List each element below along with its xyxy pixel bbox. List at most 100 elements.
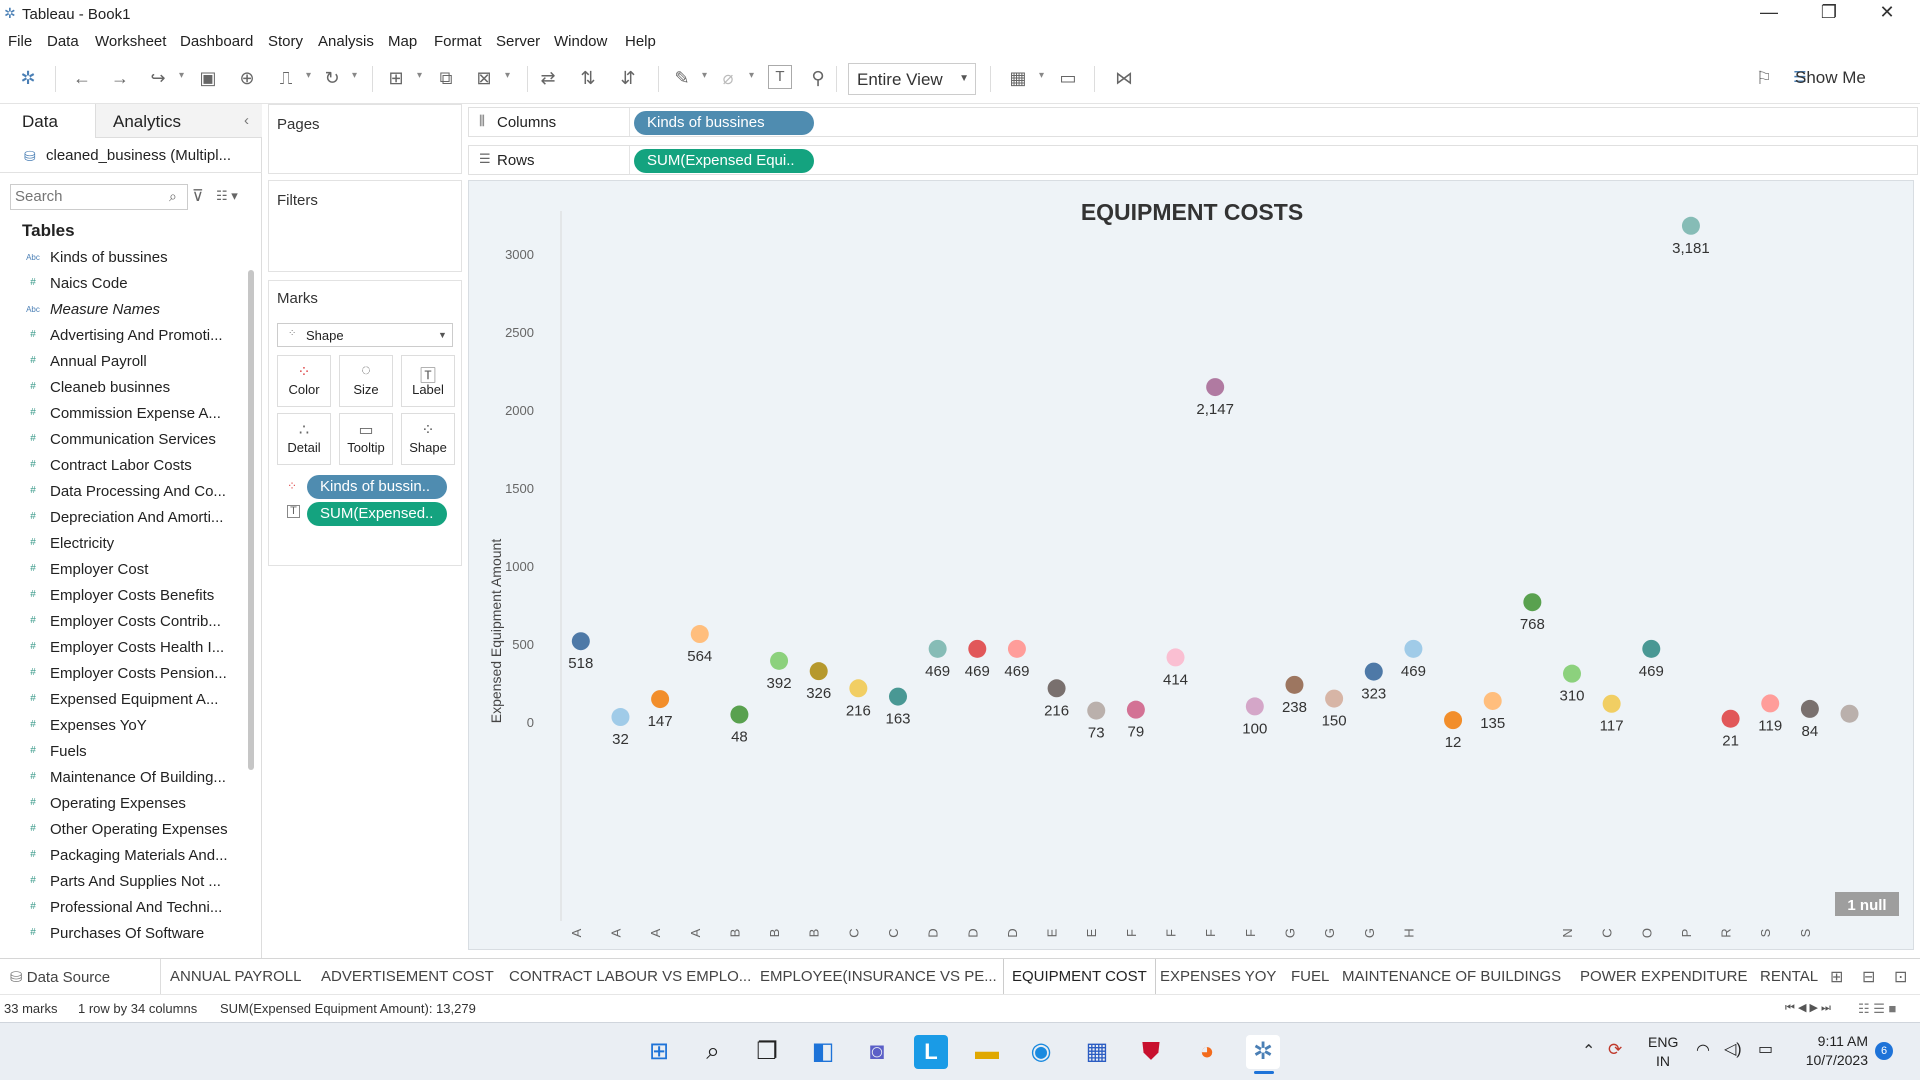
- pause-updates-icon[interactable]: ⎍: [279, 68, 293, 88]
- search-input[interactable]: [15, 188, 155, 205]
- data-point[interactable]: [770, 651, 789, 670]
- mcafee-icon[interactable]: ⛊: [1142, 1038, 1160, 1065]
- task-view-icon[interactable]: ❐: [756, 1038, 778, 1065]
- file-explorer-icon[interactable]: ▬: [975, 1038, 999, 1065]
- cards-icon[interactable]: ▦: [1009, 68, 1027, 88]
- teams-chat-icon[interactable]: ◙: [869, 1038, 885, 1065]
- field-item[interactable]: # Employer Costs Contrib...: [0, 610, 240, 636]
- data-point[interactable]: [1245, 697, 1264, 716]
- tab-fuel[interactable]: FUEL: [1291, 968, 1330, 985]
- data-point[interactable]: [1840, 704, 1859, 723]
- data-point[interactable]: [1364, 662, 1383, 681]
- tab-data-source[interactable]: ⛁ Data Source: [10, 969, 111, 986]
- wifi-icon[interactable]: ◠: [1696, 1042, 1710, 1059]
- field-item[interactable]: # Parts And Supplies Not ...: [0, 870, 240, 896]
- menu-story[interactable]: Story: [268, 33, 304, 50]
- field-item[interactable]: Abc Kinds of bussines: [0, 246, 240, 272]
- data-point[interactable]: [1444, 711, 1463, 730]
- pin-axes-icon[interactable]: ⚲: [811, 68, 825, 88]
- field-item[interactable]: # Expenses YoY: [0, 714, 240, 740]
- data-point[interactable]: [1325, 689, 1344, 708]
- data-point[interactable]: [1126, 700, 1145, 719]
- new-datasource-icon[interactable]: ⊕: [239, 68, 255, 88]
- data-point[interactable]: [571, 632, 590, 651]
- view-fit-dropdown[interactable]: Entire View ▼: [848, 63, 976, 95]
- chevron-up-icon[interactable]: ⌃: [1582, 1043, 1596, 1060]
- data-point[interactable]: [1483, 691, 1502, 710]
- field-item[interactable]: # Annual Payroll: [0, 350, 240, 376]
- firefox-icon[interactable]: ◕: [1199, 1038, 1215, 1065]
- format-painter-icon[interactable]: ⚐: [1755, 68, 1773, 88]
- tableau-taskbar-icon[interactable]: ✲: [1246, 1035, 1280, 1069]
- redo-icon[interactable]: →: [111, 68, 129, 88]
- duplicate-icon[interactable]: ⧉: [439, 68, 453, 88]
- field-item[interactable]: # Employer Cost: [0, 558, 240, 584]
- store-icon[interactable]: ▦: [1085, 1038, 1109, 1065]
- save-icon[interactable]: ▣: [199, 68, 217, 88]
- menu-server[interactable]: Server: [496, 33, 541, 50]
- edge-icon[interactable]: ◉: [1030, 1038, 1052, 1065]
- collapse-pane-icon[interactable]: ‹: [244, 112, 249, 129]
- data-point[interactable]: [809, 662, 828, 681]
- sync-icon[interactable]: ⟳: [1608, 1040, 1623, 1059]
- battery-icon[interactable]: ▭: [1758, 1041, 1774, 1058]
- rows-shelf[interactable]: ☰ Rows SUM(Expensed Equi..: [468, 145, 1918, 175]
- data-point[interactable]: [611, 708, 630, 727]
- tab-annual-payroll[interactable]: ANNUAL PAYROLL: [170, 968, 302, 985]
- new-worksheet-icon[interactable]: ⊞: [1830, 969, 1844, 986]
- start-icon[interactable]: ⊞: [648, 1038, 670, 1065]
- menu-format[interactable]: Format: [434, 33, 482, 50]
- null-indicator[interactable]: 1 null: [1835, 892, 1899, 916]
- menu-file[interactable]: File: [8, 33, 33, 50]
- field-item[interactable]: # Fuels: [0, 740, 240, 766]
- tab-expenses-yoy[interactable]: EXPENSES YOY: [1160, 968, 1277, 985]
- pages-card[interactable]: Pages: [268, 104, 462, 174]
- tab-employee-insurance[interactable]: EMPLOYEE(INSURANCE VS PE...: [760, 968, 997, 985]
- replay-icon[interactable]: ↪: [150, 68, 166, 88]
- field-item[interactable]: # Communication Services: [0, 428, 240, 454]
- field-item[interactable]: # Other Operating Expenses: [0, 818, 240, 844]
- close-button[interactable]: ✕: [1879, 2, 1895, 22]
- undo-icon[interactable]: ←: [73, 68, 91, 88]
- menu-map[interactable]: Map: [388, 33, 418, 50]
- region-indicator[interactable]: IN: [1656, 1053, 1670, 1069]
- app-l-icon[interactable]: L: [914, 1035, 948, 1069]
- tab-maintenance[interactable]: MAINTENANCE OF BUILDINGS: [1342, 968, 1562, 985]
- data-point[interactable]: [968, 639, 987, 658]
- clear-icon[interactable]: ⊠: [476, 68, 492, 88]
- tab-advertisement-cost[interactable]: ADVERTISEMENT COST: [321, 968, 494, 985]
- rows-pill[interactable]: SUM(Expensed Equi..: [634, 149, 814, 173]
- tab-contract-labour[interactable]: CONTRACT LABOUR VS EMPLO...: [509, 968, 752, 985]
- field-item[interactable]: # Electricity: [0, 532, 240, 558]
- datasource-name[interactable]: cleaned_business (Multipl...: [46, 147, 232, 164]
- field-item[interactable]: # Expensed Equipment A...: [0, 688, 240, 714]
- mark-pill-kinds[interactable]: Kinds of bussin..: [307, 475, 447, 499]
- field-item[interactable]: Abc Measure Names: [0, 298, 240, 324]
- refresh-icon[interactable]: ↻: [324, 68, 340, 88]
- field-item[interactable]: # Packaging Materials And...: [0, 844, 240, 870]
- scrollbar[interactable]: [248, 270, 254, 770]
- data-point[interactable]: [1721, 709, 1740, 728]
- data-point[interactable]: [1166, 648, 1185, 667]
- new-story-icon[interactable]: ⊡: [1894, 969, 1908, 986]
- presentation-icon[interactable]: ▭: [1059, 68, 1077, 88]
- field-item[interactable]: # Advertising And Promoti...: [0, 324, 240, 350]
- share-icon[interactable]: ⋈: [1115, 68, 1133, 88]
- field-item[interactable]: # Employer Costs Pension...: [0, 662, 240, 688]
- data-point[interactable]: [1523, 593, 1542, 612]
- filters-card[interactable]: Filters: [268, 180, 462, 272]
- language-indicator[interactable]: ENG: [1648, 1034, 1679, 1050]
- filter-icon[interactable]: ⊽: [192, 188, 204, 205]
- menu-analysis[interactable]: Analysis: [318, 33, 374, 50]
- size-button[interactable]: ◌ Size: [339, 355, 393, 407]
- minimize-button[interactable]: —: [1760, 2, 1778, 22]
- field-item[interactable]: # Data Processing And Co...: [0, 480, 240, 506]
- data-point[interactable]: [1087, 701, 1106, 720]
- field-item[interactable]: # Contract Labor Costs: [0, 454, 240, 480]
- search-icon[interactable]: ⌕: [706, 1038, 720, 1065]
- field-item[interactable]: # Commission Expense A...: [0, 402, 240, 428]
- tab-rental[interactable]: RENTAL: [1760, 968, 1819, 985]
- label-button[interactable]: 🅃 Label: [401, 355, 455, 407]
- widgets-icon[interactable]: ◧: [811, 1038, 835, 1065]
- data-point[interactable]: [1602, 694, 1621, 713]
